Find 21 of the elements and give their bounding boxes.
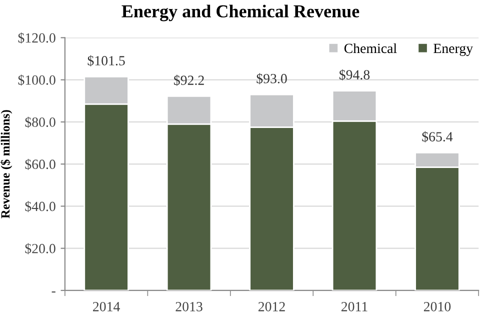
total-label: $93.0	[256, 73, 287, 84]
chart-title: Energy and Chemical Revenue	[122, 4, 360, 22]
total-label: $94.8	[339, 69, 370, 80]
y-tick-label: $40.0	[25, 200, 56, 212]
x-tick-label: 2013	[176, 302, 202, 312]
total-label: $65.4	[422, 131, 453, 142]
y-tick-label: $20.0	[25, 243, 56, 254]
y-tick-label: $120.0	[18, 32, 56, 44]
y-tick-label: -	[52, 291, 56, 293]
y-tick-label: $100.0	[18, 74, 56, 86]
total-label: $92.2	[174, 74, 204, 86]
y-tick-label: $80.0	[25, 116, 56, 128]
x-tick-label: 2010	[424, 302, 451, 312]
legend-label: Energy	[434, 44, 473, 56]
legend-label: Chemical	[344, 43, 397, 54]
total-label: $101.5	[88, 55, 125, 66]
x-tick-label: 2012	[258, 302, 285, 312]
x-tick-label: 2011	[341, 302, 368, 312]
x-tick-label: 2014	[93, 302, 120, 312]
y-tick-label: $60.0	[25, 158, 56, 170]
y-axis-title: Revenue ($ millions)	[0, 110, 12, 218]
